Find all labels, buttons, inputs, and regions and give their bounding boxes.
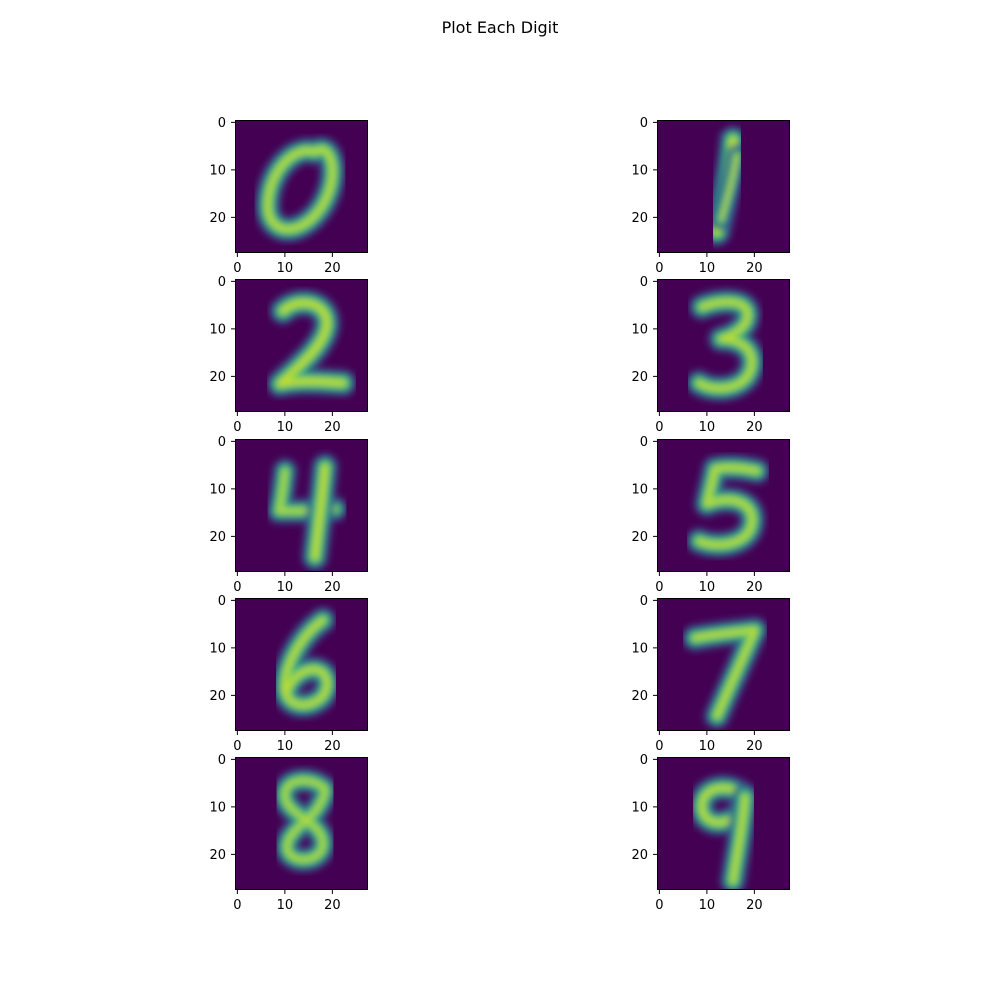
x-tick-label: 10 — [277, 898, 294, 913]
y-tick-label: 10 — [631, 482, 648, 497]
y-tick-label: 10 — [209, 641, 226, 656]
axes-frame — [657, 279, 790, 412]
x-tick-label: 0 — [655, 420, 663, 435]
x-tick-label: 0 — [233, 420, 241, 435]
digit-panel-5: 0 10 20 0 10 20 — [631, 435, 790, 595]
digit-image-9 — [657, 757, 790, 890]
digit-image-7 — [657, 598, 790, 731]
y-tick-label: 20 — [209, 848, 226, 863]
x-tick-label: 20 — [324, 420, 341, 435]
y-tick-label: 10 — [631, 641, 648, 656]
digit-panel-3: 0 10 20 0 10 20 — [631, 275, 790, 435]
y-tick-label: 0 — [218, 275, 226, 290]
y-tick-label: 0 — [640, 435, 648, 450]
x-tick-label: 10 — [277, 420, 294, 435]
x-tick-label: 10 — [699, 261, 716, 276]
y-tick-label: 20 — [209, 530, 226, 545]
y-tick-label: 20 — [631, 848, 648, 863]
x-tick-label: 0 — [655, 898, 663, 913]
digit-panel-2: 0 10 20 0 10 20 — [209, 275, 368, 435]
x-tick-label: 10 — [699, 420, 716, 435]
digit-image-6 — [235, 598, 368, 731]
digit-panel-9: 0 10 20 0 10 20 — [631, 753, 790, 913]
y-tick-label: 0 — [218, 594, 226, 609]
y-tick-label: 10 — [209, 163, 226, 178]
x-tick-label: 10 — [699, 580, 716, 595]
y-tick-label: 10 — [209, 800, 226, 815]
x-tick-label: 0 — [233, 261, 241, 276]
axes-frame — [657, 598, 790, 731]
y-tick-label: 0 — [640, 275, 648, 290]
figure-title: Plot Each Digit — [441, 18, 559, 37]
x-tick-label: 20 — [324, 580, 341, 595]
axes-frame — [235, 120, 368, 253]
y-tick-label: 20 — [631, 530, 648, 545]
x-tick-label: 0 — [655, 739, 663, 754]
y-tick-label: 10 — [209, 482, 226, 497]
axes-frame — [657, 120, 790, 253]
digit-panel-1: 0 10 20 0 10 20 — [631, 116, 790, 276]
digit-image-0 — [235, 120, 368, 253]
y-tick-label: 20 — [631, 370, 648, 385]
x-tick-label: 20 — [324, 898, 341, 913]
axes-frame — [235, 598, 368, 731]
y-tick-label: 10 — [631, 163, 648, 178]
x-tick-label: 20 — [324, 261, 341, 276]
digit-image-1 — [657, 120, 790, 253]
x-tick-label: 0 — [233, 739, 241, 754]
x-tick-label: 20 — [746, 898, 763, 913]
x-tick-label: 10 — [277, 580, 294, 595]
digit-panel-4: 0 10 20 0 10 20 — [209, 435, 368, 595]
y-tick-label: 0 — [218, 753, 226, 768]
x-tick-label: 10 — [699, 739, 716, 754]
x-tick-label: 0 — [655, 580, 663, 595]
axes-frame — [235, 279, 368, 412]
axes-frame — [235, 757, 368, 890]
x-tick-label: 10 — [277, 261, 294, 276]
y-tick-label: 10 — [631, 322, 648, 337]
digit-image-8 — [235, 757, 368, 890]
y-tick-label: 10 — [209, 322, 226, 337]
axes-frame — [235, 439, 368, 572]
x-tick-label: 10 — [277, 739, 294, 754]
y-tick-label: 0 — [218, 116, 226, 131]
digit-panel-0: 0 10 20 0 10 20 — [209, 116, 368, 276]
x-tick-label: 10 — [699, 898, 716, 913]
digit-image-3 — [657, 279, 790, 412]
y-tick-label: 20 — [209, 689, 226, 704]
y-tick-label: 20 — [209, 370, 226, 385]
x-tick-label: 20 — [324, 739, 341, 754]
digit-panel-7: 0 10 20 0 10 20 — [631, 594, 790, 754]
y-tick-label: 20 — [209, 211, 226, 226]
digit-image-5 — [657, 439, 790, 572]
y-tick-label: 0 — [640, 594, 648, 609]
x-tick-label: 20 — [746, 261, 763, 276]
x-tick-label: 0 — [233, 898, 241, 913]
y-tick-label: 0 — [640, 753, 648, 768]
y-tick-label: 20 — [631, 689, 648, 704]
x-tick-label: 20 — [746, 580, 763, 595]
digit-image-2 — [235, 279, 368, 412]
y-tick-label: 10 — [631, 800, 648, 815]
y-tick-label: 0 — [640, 116, 648, 131]
x-tick-label: 0 — [655, 261, 663, 276]
x-tick-label: 0 — [233, 580, 241, 595]
axes-frame — [657, 757, 790, 890]
digit-panel-8: 0 10 20 0 10 20 — [209, 753, 368, 913]
x-tick-label: 20 — [746, 739, 763, 754]
x-tick-label: 20 — [746, 420, 763, 435]
y-tick-label: 0 — [218, 435, 226, 450]
digit-image-4 — [235, 439, 368, 572]
axes-frame — [657, 439, 790, 572]
digit-panel-6: 0 10 20 0 10 20 — [209, 594, 368, 754]
y-tick-label: 20 — [631, 211, 648, 226]
